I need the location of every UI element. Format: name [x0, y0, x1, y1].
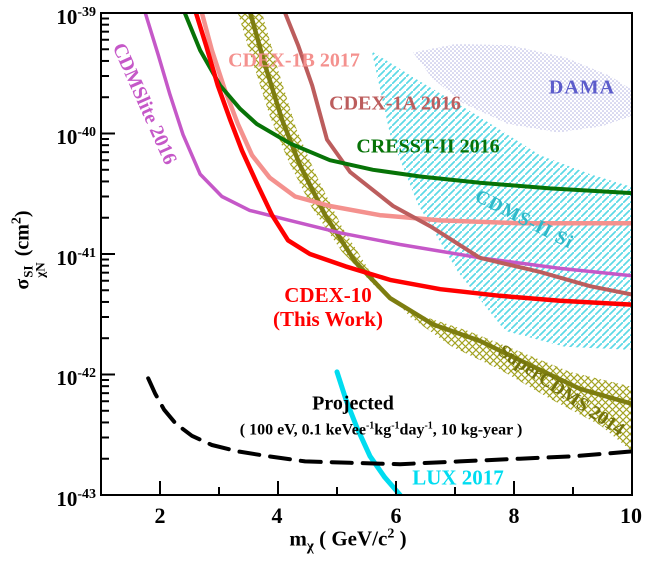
label-lux-2017: LUX 2017	[412, 465, 504, 490]
x-tick-label-6: 6	[390, 503, 402, 528]
y-tick-label-1e-40: 10-40	[56, 125, 96, 149]
x-tick-label-4: 4	[271, 503, 283, 528]
x-axis-title: mχ ( GeV/c2 )	[289, 526, 407, 555]
curve-cdex1a	[283, 13, 632, 297]
curve-cdex10	[193, 13, 632, 307]
x-tick-label-8: 8	[508, 503, 520, 528]
curve-supercdms	[248, 13, 632, 407]
plot-area	[143, 13, 632, 495]
label-cdex-10-this-work: CDEX-10 (This Work)	[273, 283, 383, 331]
y-axis-title: σ SI χN (cm2)	[9, 210, 48, 290]
y-tick-label-1e-42: 10-42	[56, 366, 96, 390]
label-projected-parameters: ( 100 eV, 0.1 keVee-1kg-1day-1, 10 kg-ye…	[239, 420, 523, 439]
curve-cdex1b	[199, 13, 632, 226]
label-projected: Projected	[312, 392, 394, 415]
label-dama: DAMA	[548, 76, 616, 99]
region-dama	[413, 44, 632, 133]
x-tick-label-10: 10	[620, 503, 642, 528]
label-cdex-10-line2: (This Work)	[273, 307, 383, 331]
curve-projected	[146, 376, 632, 467]
region-cdms2si	[371, 51, 632, 350]
label-cdex-1b-2017: CDEX-1B 2017	[228, 49, 360, 72]
label-cdex-1a-2016: CDEX-1A 2016	[329, 92, 461, 115]
x-tick-label-2: 2	[154, 503, 166, 528]
y-tick-label-1e-41: 10-41	[56, 246, 96, 270]
band-supercdms	[237, 13, 632, 452]
label-cresst-ii-2016: CRESST-II 2016	[356, 135, 500, 158]
curve-lux	[334, 369, 403, 495]
axis-ticks	[101, 12, 633, 496]
y-tick-label-1e-39: 10-39	[56, 5, 96, 29]
label-cdex-10-line1: CDEX-10	[284, 283, 372, 307]
y-tick-label-1e-43: 10-43	[56, 487, 96, 511]
